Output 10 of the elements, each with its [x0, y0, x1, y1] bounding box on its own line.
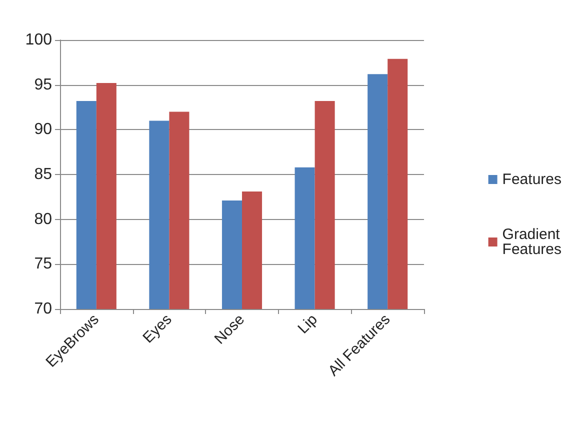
y-tick-label: 95: [34, 76, 52, 94]
y-tick-label: 70: [34, 300, 52, 318]
y-tick-label: 85: [34, 166, 52, 183]
y-tick-label: 100: [25, 32, 52, 48]
y-tick-label: 75: [34, 256, 52, 273]
y-tick-label: 80: [34, 210, 52, 228]
x-tick-label: Lip: [294, 310, 321, 338]
y-tick-label: 90: [34, 121, 52, 138]
legend-label: Features: [502, 171, 562, 188]
legend-label: Gradient Features: [502, 226, 564, 258]
